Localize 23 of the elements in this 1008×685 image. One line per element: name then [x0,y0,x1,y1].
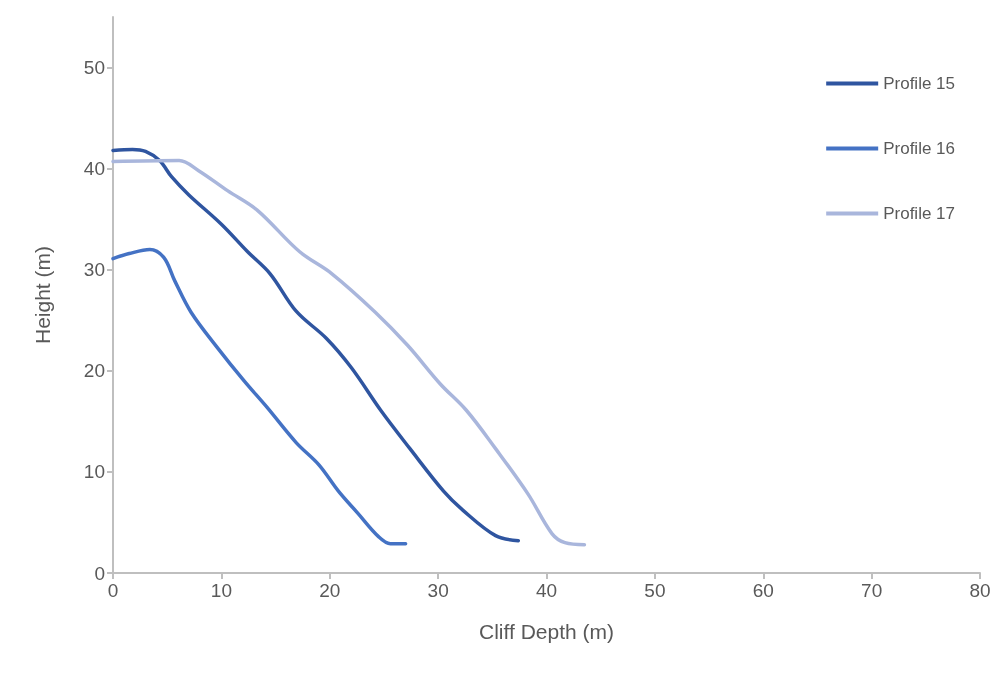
x-tick-label: 0 [107,580,119,601]
legend-label: Profile 17 [883,204,956,223]
line-series [111,147,521,543]
x-tick-label: 30 [427,580,449,601]
x-tick-label: 80 [969,580,991,601]
y-tick-label: 20 [83,360,105,382]
y-tick-label: 50 [83,57,105,79]
legend-label: Profile 15 [883,74,956,93]
legend-label: Profile 16 [883,139,956,158]
y-tick-label: 30 [83,259,105,281]
x-tick-label: 70 [861,580,883,601]
x-tick-label: 10 [210,580,232,601]
line-series [111,158,587,547]
line-series [111,247,408,546]
y-tick-label: 0 [94,562,105,584]
y-tick-label: 10 [83,461,105,483]
x-axis-title: Cliff Depth (m) [479,620,614,643]
x-tick-label: 60 [752,580,774,601]
x-tick-label: 20 [319,580,341,601]
y-tick-label: 40 [83,158,105,180]
y-axis-title: Height (m) [31,245,54,345]
x-tick-label: 40 [535,580,558,601]
x-tick-label: 50 [644,580,666,601]
